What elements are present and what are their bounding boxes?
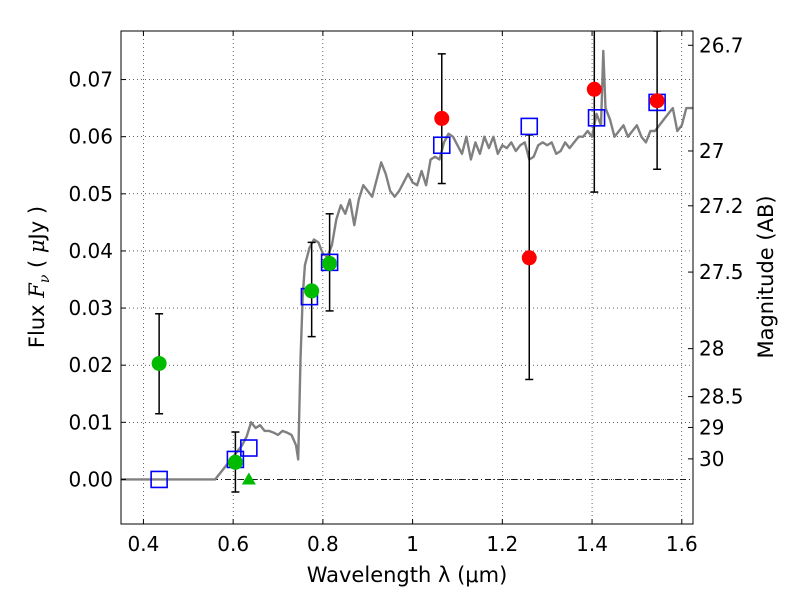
y-tick-label: 0.05 — [68, 182, 113, 206]
y-tick-label: 0.06 — [68, 125, 113, 149]
infrared-circle-marker — [521, 250, 537, 266]
y-axis: 0.00 0.01 0.02 0.03 0.04 0.05 0.06 0.07 — [68, 68, 126, 491]
y-tick-label: 0.01 — [68, 410, 113, 434]
optical-circle-marker — [304, 283, 320, 299]
x-tick-label: 1 — [406, 532, 419, 556]
y2-tick-label: 26.7 — [699, 33, 744, 57]
model-square-marker — [432, 136, 451, 155]
template-spectrum-line — [121, 49, 693, 481]
optical-circle-marker — [322, 256, 338, 272]
y-axis-label: Flux Fν ( μJy ) — [25, 206, 53, 348]
x-tick-label: 1.4 — [576, 532, 608, 556]
y-tick-label: 0.00 — [68, 467, 113, 491]
y2-axis-label: Magnitude (AB) — [754, 195, 778, 358]
y2-tick-label: 27.2 — [699, 194, 744, 218]
y-tick-label: 0.02 — [68, 353, 113, 377]
model-square-marker — [587, 109, 606, 127]
y2-tick-label: 28 — [699, 337, 724, 361]
infrared-circle-marker — [434, 110, 450, 126]
y2-tick-label: 30 — [699, 447, 724, 471]
x-tick-label: 0.8 — [307, 532, 339, 556]
y2-tick-label: 27.5 — [699, 260, 744, 284]
x-tick-label: 1.2 — [486, 532, 518, 556]
y2-tick-label: 27 — [699, 139, 724, 163]
x-tick-label: 0.6 — [217, 532, 249, 556]
x-tick-label: 1.6 — [666, 532, 698, 556]
x-tick-label: 0.4 — [128, 532, 160, 556]
plot-frame — [120, 30, 694, 525]
y2-tick-label: 29 — [699, 415, 724, 439]
y-tick-label: 0.04 — [68, 239, 113, 263]
y2-tick-label: 28.5 — [699, 385, 744, 409]
y-tick-label: 0.07 — [68, 68, 113, 92]
optical-circle-marker — [151, 355, 167, 371]
plot-area — [121, 31, 693, 493]
x-axis-label: Wavelength λ (μm) — [307, 563, 508, 587]
x-axis: 0.4 0.6 0.8 1 1.2 1.4 1.6 — [128, 31, 698, 556]
infrared-circle-marker — [649, 93, 665, 109]
model-square-marker — [520, 117, 539, 136]
model-square-marker — [240, 439, 258, 457]
grid-lines — [121, 31, 693, 524]
plot-background — [121, 31, 693, 524]
y2-axis: 26.7 27 27.2 27.5 28 28.5 29 30 — [688, 33, 744, 471]
y-tick-label: 0.03 — [68, 296, 113, 320]
optical-circle-marker — [227, 454, 243, 470]
optical-upper-limit-triangle — [241, 472, 256, 485]
model-square-marker — [150, 470, 168, 489]
infrared-circle-marker — [586, 81, 602, 97]
